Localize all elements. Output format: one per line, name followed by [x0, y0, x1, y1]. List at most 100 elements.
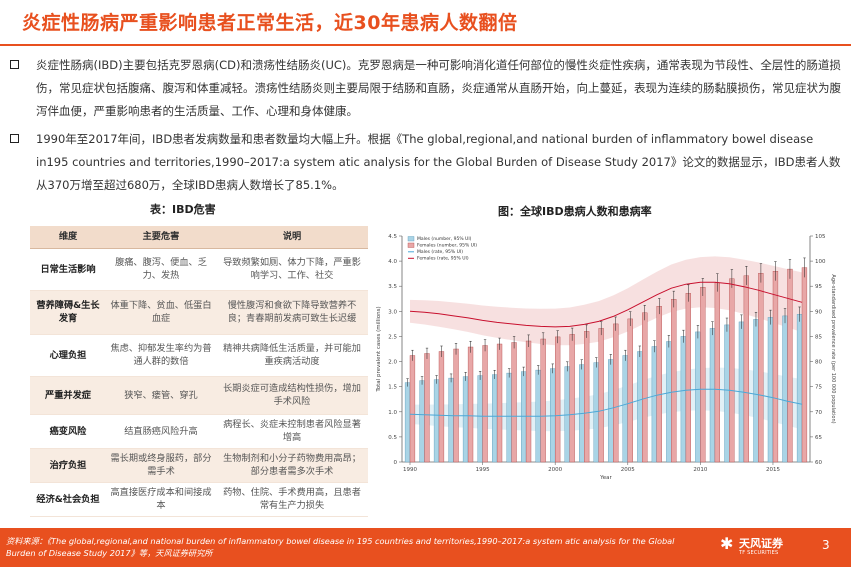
cell-dimension: 经济&社会负担	[30, 482, 106, 517]
female-bar	[467, 346, 474, 463]
cell-harm: 高直接医疗成本和间接成本	[106, 482, 216, 517]
x-axis-label: Year	[599, 475, 612, 481]
male-bar	[622, 355, 628, 463]
female-bar	[656, 306, 662, 463]
cell-harm: 狭窄、瘘管、穿孔	[106, 376, 216, 415]
female-bar	[511, 342, 517, 463]
bullet-text: 1990年至2017年间，IBD患者发病数量和患者数量均大幅上升。根据《The …	[36, 132, 841, 192]
y-tick-label: 3.0	[388, 309, 397, 315]
y-tick-label: 4.0	[388, 259, 397, 265]
cell-description: 病程长、炎症未控制患者风险显著增高	[216, 414, 368, 449]
male-bar	[651, 346, 657, 463]
source-note: 资料来源：《The global,regional,and national b…	[6, 536, 675, 558]
cell-harm: 体重下降、贫血、低蛋白血症	[106, 290, 216, 335]
male-bar	[491, 374, 498, 463]
x-tick-label: 2010	[693, 467, 707, 473]
female-bar	[453, 348, 459, 463]
female-bar	[801, 267, 808, 463]
y-right-tick-label: 75	[815, 385, 822, 391]
female-bar	[758, 273, 764, 463]
page-number: 3	[822, 538, 830, 552]
female-bar	[569, 334, 575, 463]
table-row: 日常生活影响 腹痛、腹泻、便血、乏力、发热 导致频繁如厕、体力下降，严重影响学习…	[30, 248, 368, 291]
chart-caption: 图：全球IBD患病人数和患病率	[498, 205, 652, 218]
legend-label: Females (rate, 95% UI)	[417, 256, 469, 262]
table-row: 经济&社会负担 高直接医疗成本和间接成本 药物、住院、手术费用高，且患者常有生产…	[30, 482, 368, 517]
female-bar	[496, 343, 503, 463]
table-row: 心理负担 焦虑、抑郁发生率约为普通人群的数倍 精神共病降低生活质量，并可能加重疾…	[30, 334, 368, 377]
logo-english: TF SECURITIES	[739, 550, 779, 556]
table-row: 治疗负担 需长期或终身服药，部分需手术 生物制剂和小分子药物费用高昂；部分患者需…	[30, 448, 368, 483]
ibd-harm-table: 维度 主要危害 说明 日常生活影响 腹痛、腹泻、便血、乏力、发热 导致频繁如厕、…	[30, 226, 368, 517]
legend-label: Males (rate, 95% UI)	[417, 249, 463, 255]
male-bar	[753, 319, 759, 463]
cell-description: 生物制剂和小分子药物费用高昂；部分患者需多次手术	[216, 448, 368, 483]
x-tick-label: 1990	[403, 467, 417, 473]
footer-bar	[0, 528, 851, 567]
female-bar	[540, 338, 546, 463]
female-bar	[424, 353, 430, 463]
legend-label: Males (number, 95% UI)	[417, 236, 472, 242]
table-row: 癌变风险 结直肠癌风险升高 病程长、炎症未控制患者风险显著增高	[30, 414, 368, 449]
male-bar	[767, 317, 774, 463]
x-tick-label: 2015	[766, 467, 780, 473]
cell-description: 药物、住院、手术费用高，且患者常有生产力损失	[216, 482, 368, 517]
male-bar	[448, 377, 454, 463]
male-bar	[695, 331, 701, 463]
ibd-prevalence-chart: 0 0.5 1.0 1.5 2.0 2.5 3.0 3.5 4.0 4.5 60 65 70 75 80 85…	[376, 234, 836, 481]
cell-dimension: 严重并发症	[30, 376, 106, 415]
female-bar	[554, 336, 561, 463]
male-bar	[462, 376, 469, 463]
table-row: 严重并发症 狭窄、瘘管、穿孔 长期炎症可造成结构性损伤，增加手术风险	[30, 376, 368, 415]
table-caption: 表：IBD危害	[150, 203, 216, 216]
female-bar	[482, 345, 488, 463]
logo-star-icon: ✱	[720, 534, 734, 553]
male-bar	[477, 375, 483, 463]
y-right-tick-label: 105	[815, 234, 826, 240]
square-bullet-icon	[10, 134, 19, 143]
male-bar	[724, 324, 730, 463]
cell-harm: 腹痛、腹泻、便血、乏力、发热	[106, 248, 216, 291]
male-rate-line	[409, 388, 803, 417]
female-bar	[671, 299, 677, 463]
cell-dimension: 癌变风险	[30, 414, 106, 449]
female-bar	[642, 312, 648, 463]
y-right-tick-label: 95	[815, 284, 822, 290]
x-tick-label: 2005	[621, 467, 635, 473]
square-bullet-icon	[10, 60, 19, 69]
female-bar	[714, 282, 720, 463]
female-bar	[729, 278, 735, 463]
female-rate-line	[409, 281, 803, 328]
female-bar	[409, 355, 416, 463]
male-bar	[564, 366, 570, 463]
y-tick-label: 0.5	[388, 435, 397, 441]
y-right-tick-label: 80	[815, 360, 822, 366]
column-header-harm: 主要危害	[106, 226, 216, 249]
y-tick-label: 2.5	[388, 334, 397, 340]
male-bar	[796, 314, 803, 463]
y-right-tick-label: 60	[815, 460, 822, 466]
male-bar	[680, 336, 686, 463]
female-bar	[700, 286, 706, 463]
female-bar	[438, 351, 445, 463]
cell-description: 长期炎症可造成结构性损伤，增加手术风险	[216, 376, 368, 415]
female-bar	[743, 275, 749, 463]
y-tick-label: 3.5	[388, 284, 397, 290]
y-tick-label: 2.0	[388, 360, 397, 366]
y-tick-label: 1.0	[388, 410, 397, 416]
male-bar	[782, 315, 788, 463]
y-axis-label: Total prevalent cases (millions)	[376, 306, 382, 392]
female-bar	[613, 323, 619, 463]
cell-description: 慢性腹泻和食欲下降导致营养不良；青春期前发病可致生长迟缓	[216, 290, 368, 335]
female-bar	[525, 340, 532, 463]
y-right-axis-label: Age-standardised prevalence rate (per 10…	[830, 274, 836, 423]
title-divider	[0, 44, 851, 46]
y-tick-label: 0	[394, 460, 398, 466]
x-tick-label: 1995	[476, 467, 490, 473]
y-tick-label: 1.5	[388, 385, 397, 391]
table-row: 营养障碍&生长发育 体重下降、贫血、低蛋白血症 慢性腹泻和食欲下降导致营养不良；…	[30, 290, 368, 335]
cell-dimension: 治疗负担	[30, 448, 106, 483]
bullet-text: 炎症性肠病(IBD)主要包括克罗恩病(CD)和溃疡性结肠炎(UC)。克罗恩病是一…	[36, 58, 841, 118]
male-bar	[506, 372, 512, 463]
male-bar	[549, 368, 556, 463]
